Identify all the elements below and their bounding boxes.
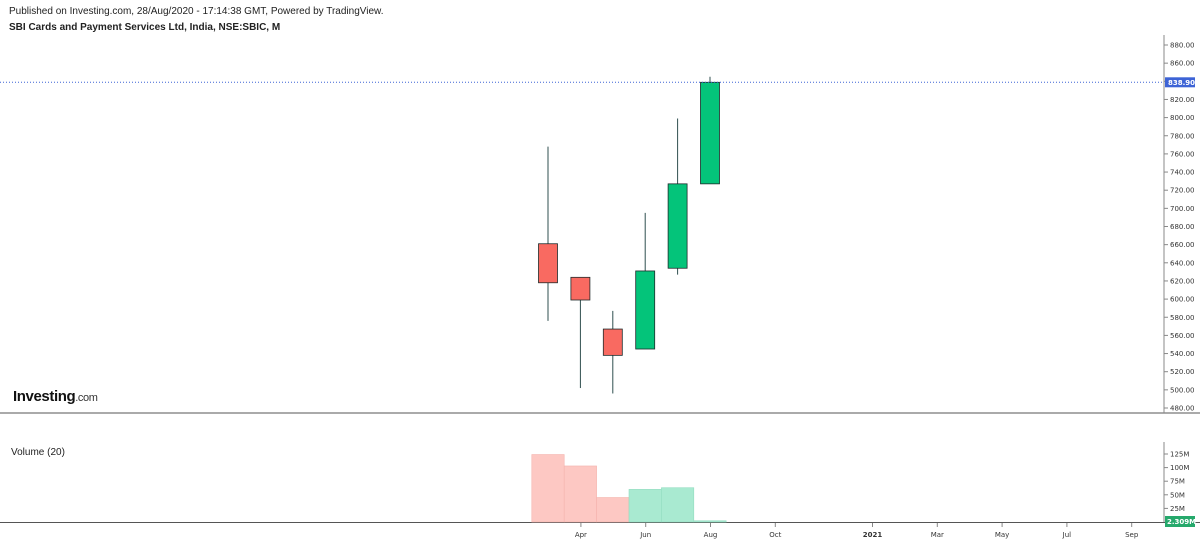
volume-bar	[661, 487, 695, 523]
price-tick-label: 860.00	[1170, 60, 1195, 68]
time-tick-label: Oct	[769, 531, 781, 539]
volume-badge-label: 2.309M	[1167, 518, 1196, 526]
price-tick-label: 780.00	[1170, 132, 1195, 140]
price-tick-label: 480.00	[1170, 405, 1195, 413]
volume-tick-label: 100M	[1170, 464, 1189, 472]
volume-bar	[693, 520, 727, 523]
price-tick-label: 680.00	[1170, 223, 1195, 231]
price-badge-label: 838.90	[1168, 79, 1195, 87]
price-tick-label: 580.00	[1170, 314, 1195, 322]
price-tick-label: 800.00	[1170, 114, 1195, 122]
candle-body	[700, 81, 720, 185]
published-note: Published on Investing.com, 28/Aug/2020 …	[9, 6, 384, 17]
time-tick-label: Mar	[931, 531, 944, 539]
volume-tick-label: 75M	[1170, 478, 1185, 486]
candles-layer	[538, 76, 720, 394]
candle-body	[635, 270, 656, 350]
price-tick-label: 640.00	[1170, 259, 1195, 267]
volume-axis: 25M 50M 75M 100M 125M 2.309M	[1164, 451, 1196, 527]
time-tick-label: Jun	[639, 531, 651, 539]
price-tick-label: 620.00	[1170, 277, 1195, 285]
time-tick-label: Aug	[704, 531, 718, 539]
time-tick-label: Jul	[1062, 531, 1072, 539]
volume-bars-layer	[531, 454, 727, 523]
candle-body	[667, 183, 688, 269]
volume-bar	[628, 489, 662, 523]
logo-main: Investing	[13, 388, 76, 405]
price-tick-label: 600.00	[1170, 296, 1195, 304]
volume-badge	[1165, 516, 1195, 527]
price-tick-label: 520.00	[1170, 368, 1195, 376]
candle-body	[570, 276, 591, 301]
volume-tick-label: 25M	[1170, 505, 1185, 513]
chart-header: Published on Investing.com, 28/Aug/2020 …	[9, 6, 384, 33]
volume-bar	[563, 465, 597, 523]
price-tick-label: 660.00	[1170, 241, 1195, 249]
time-tick-label: Sep	[1125, 531, 1139, 539]
investing-logo: Investing.com	[13, 388, 98, 405]
time-tick-label: 2021	[863, 531, 883, 539]
logo-suffix: .com	[75, 392, 98, 404]
price-tick-label: 540.00	[1170, 350, 1195, 358]
time-tick-label: Apr	[575, 531, 587, 539]
price-tick-label: 560.00	[1170, 332, 1195, 340]
volume-bar	[531, 454, 565, 523]
volume-tick-label: 125M	[1170, 451, 1189, 459]
price-tick-label: 700.00	[1170, 205, 1195, 213]
price-tick-label: 740.00	[1170, 169, 1195, 177]
price-axis: 480.00 500.00 520.00 540.00 560.00 580.00 600.…	[1164, 42, 1195, 413]
price-badge	[1165, 77, 1195, 88]
volume-bar	[596, 497, 630, 523]
volume-label: Volume (20)	[11, 447, 65, 458]
chart-title: SBI Cards and Payment Services Ltd, Indi…	[9, 22, 281, 33]
candle-body	[538, 243, 558, 284]
price-tick-label: 880.00	[1170, 42, 1195, 50]
price-tick-label: 500.00	[1170, 386, 1195, 394]
volume-tick-label: 50M	[1170, 491, 1185, 499]
price-tick-label: 720.00	[1170, 187, 1195, 195]
time-axis: Apr Jun Aug Oct 2021 Mar May Jul Sep	[575, 523, 1139, 539]
current-price-line: 838.90	[0, 77, 1195, 88]
axes-frame	[0, 35, 1200, 523]
time-tick-label: May	[995, 531, 1009, 539]
price-tick-label: 760.00	[1170, 150, 1195, 158]
price-tick-label: 820.00	[1170, 96, 1195, 104]
candle-body	[602, 328, 623, 356]
